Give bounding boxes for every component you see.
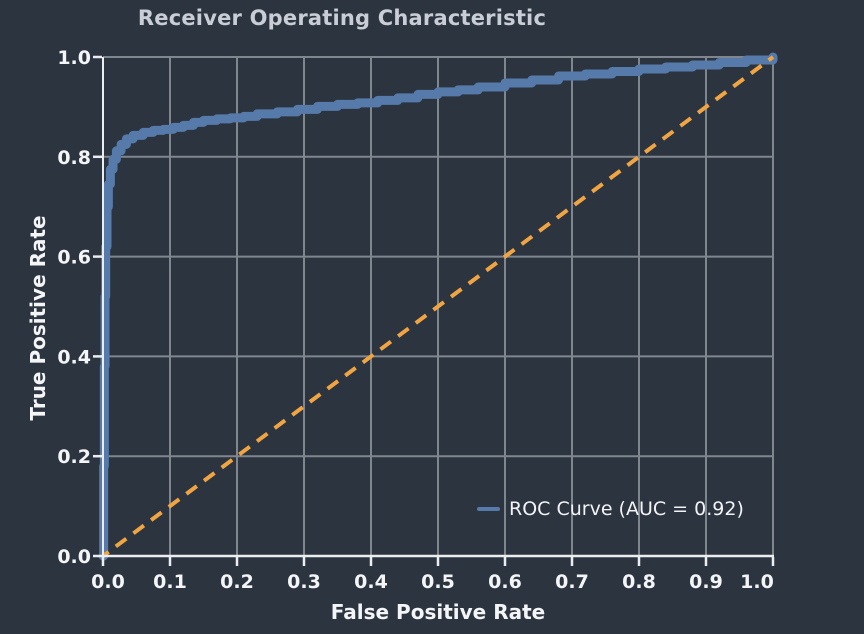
legend-line-swatch-icon — [477, 507, 500, 511]
x-tick-label: 0.5 — [421, 571, 455, 593]
y-tick-label: 0.6 — [57, 247, 91, 269]
x-tick-label: 0.2 — [220, 571, 254, 593]
y-tick-label: 1.0 — [57, 47, 91, 69]
y-tick-label: 0.4 — [57, 346, 91, 368]
y-axis-label: True Positive Rate — [26, 215, 50, 421]
chart-title: Receiver Operating Characteristic — [137, 6, 547, 30]
x-tick-label: 0.8 — [622, 571, 656, 593]
x-tick-label: 0.1 — [153, 571, 187, 593]
chance-diagonal-line — [101, 55, 775, 558]
x-axis-label: False Positive Rate — [330, 600, 546, 624]
y-tick-label: 0.2 — [57, 446, 91, 468]
y-tick-label: 0.0 — [57, 546, 91, 568]
x-tick-label: 0.0 — [91, 571, 125, 593]
roc-curve-line — [98, 52, 778, 561]
x-tick-label: 0.3 — [287, 571, 321, 593]
legend: ROC Curve (AUC = 0.92) — [477, 498, 744, 520]
x-tick-label: 0.4 — [354, 571, 388, 593]
x-tick-label: 0.6 — [488, 571, 522, 593]
x-tick-label: 0.7 — [555, 571, 589, 593]
x-tick-label: 1.0 — [740, 571, 774, 593]
y-tick-label: 0.8 — [57, 147, 91, 169]
legend-label: ROC Curve (AUC = 0.92) — [509, 498, 744, 520]
x-tick-label: 0.9 — [689, 571, 723, 593]
